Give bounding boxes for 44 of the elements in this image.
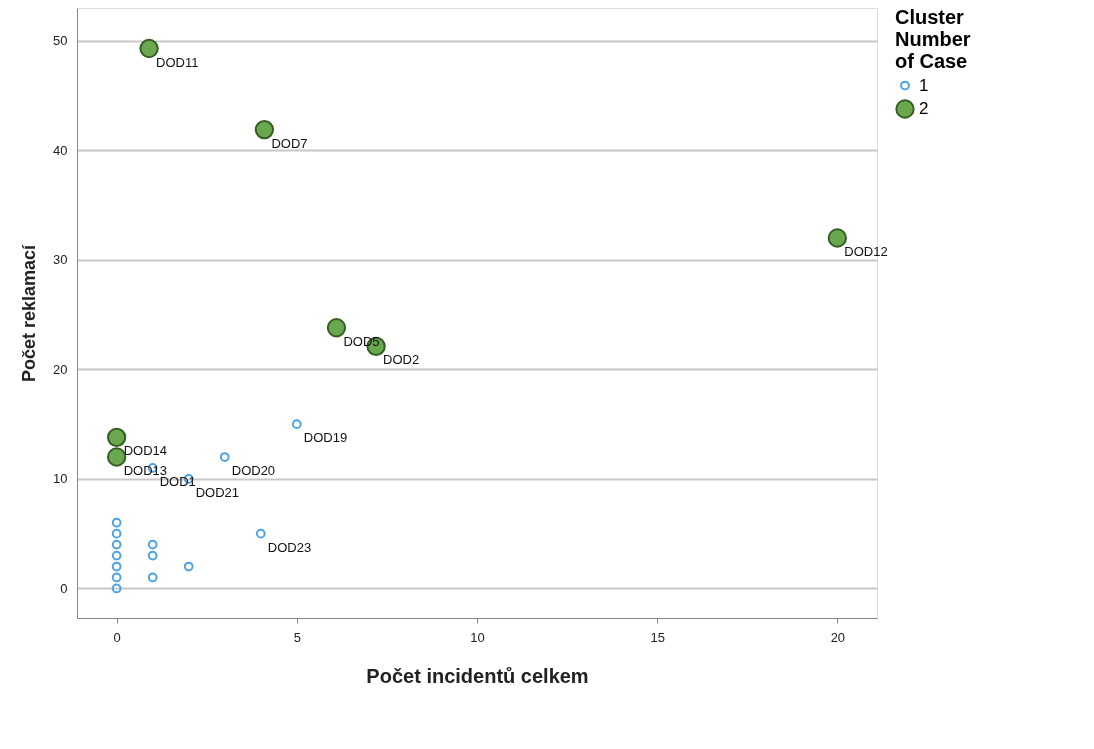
point <box>111 517 122 528</box>
data-label: DOD21 <box>195 484 240 500</box>
point <box>254 119 275 140</box>
legend-title: Cluster Number of Case <box>895 6 971 72</box>
point <box>106 427 127 447</box>
x-axis-title: Počet incidentů celkem <box>366 664 589 687</box>
point <box>147 539 158 550</box>
data-label: DOD2 <box>383 352 420 368</box>
legend-label: 2 <box>919 99 929 118</box>
point <box>111 539 122 550</box>
y-axis-title: Počet reklamací <box>19 243 40 383</box>
data-label: DOD20 <box>231 463 276 479</box>
x-tick-label: 0 <box>113 629 121 645</box>
data-label: DOD7 <box>271 135 308 151</box>
y-tick-label: 40 <box>53 142 68 158</box>
x-tick-label: 15 <box>650 629 665 645</box>
y-tick-label: 0 <box>60 580 68 596</box>
y-tick-label: 20 <box>53 361 68 377</box>
x-tick-label: 5 <box>293 629 301 645</box>
x-tick-label: 20 <box>830 629 846 645</box>
point <box>111 528 122 539</box>
legend-label: 1 <box>919 75 929 95</box>
point <box>183 561 194 572</box>
point <box>111 550 122 561</box>
y-tick-label: 10 <box>53 471 68 487</box>
data-label: DOD19 <box>303 430 348 446</box>
point <box>111 572 122 583</box>
point <box>147 550 158 561</box>
x-tick-label: 10 <box>470 629 485 645</box>
data-label: DOD14 <box>123 443 167 459</box>
y-tick-label: 50 <box>53 33 68 49</box>
data-label: DOD12 <box>844 243 888 259</box>
point <box>111 561 122 572</box>
point <box>139 38 159 59</box>
point <box>291 419 302 430</box>
data-label: DOD23 <box>267 539 312 555</box>
point <box>827 228 848 248</box>
y-tick-label: 30 <box>53 252 68 268</box>
point <box>219 452 230 462</box>
point <box>147 572 158 583</box>
point <box>326 318 347 338</box>
point <box>255 528 266 539</box>
data-label: DOD11 <box>156 54 199 70</box>
point <box>111 583 122 594</box>
